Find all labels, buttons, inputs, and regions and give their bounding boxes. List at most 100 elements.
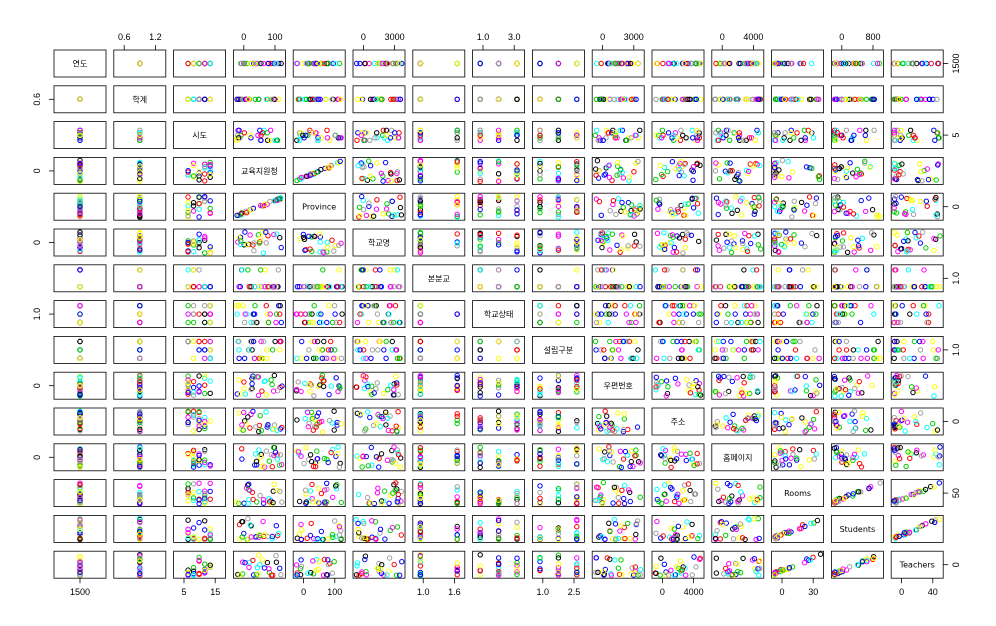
data-point (716, 338, 722, 345)
data-point (359, 96, 365, 103)
data-point (137, 531, 143, 537)
data-point (693, 338, 699, 345)
data-point (732, 303, 738, 309)
data-point (836, 338, 842, 345)
data-point (618, 167, 624, 173)
data-point (714, 311, 720, 317)
data-point (514, 385, 520, 391)
data-point (666, 311, 672, 317)
data-point (537, 500, 543, 507)
data-point (724, 160, 730, 166)
data-point (909, 284, 915, 290)
data-point (237, 391, 244, 397)
panel-11-14 (890, 443, 944, 472)
data-point (813, 96, 819, 103)
data-point (454, 447, 460, 453)
data-point (477, 137, 483, 144)
data-point (196, 169, 202, 175)
data-point (196, 488, 202, 495)
data-point (495, 132, 502, 139)
data-point (574, 500, 580, 507)
data-point (857, 127, 863, 134)
data-point (904, 229, 911, 236)
data-point (598, 347, 604, 353)
data-point (787, 137, 793, 144)
data-point (385, 387, 391, 393)
data-point (836, 453, 843, 460)
data-point (730, 411, 736, 417)
data-point (680, 250, 686, 256)
data-point (735, 347, 742, 353)
data-point (207, 311, 213, 317)
data-point (321, 487, 328, 493)
data-point (336, 242, 342, 248)
data-point (514, 197, 520, 204)
data-point (871, 96, 877, 103)
data-point (695, 347, 701, 353)
data-point (772, 376, 778, 382)
data-point (896, 172, 902, 178)
data-point (357, 60, 363, 67)
data-point (555, 127, 562, 134)
data-point (857, 319, 864, 326)
data-point (477, 267, 483, 273)
data-point (892, 267, 899, 273)
data-point (933, 212, 939, 218)
data-point (359, 175, 365, 182)
data-point (676, 172, 682, 179)
data-point (495, 130, 502, 136)
data-point (537, 160, 543, 167)
data-point (185, 319, 191, 326)
data-point (202, 518, 208, 524)
data-point (626, 319, 632, 326)
data-point (597, 137, 603, 144)
data-point (744, 319, 750, 326)
data-point (609, 284, 616, 290)
data-point (190, 489, 197, 496)
data-point (870, 347, 877, 353)
data-point (314, 413, 320, 419)
data-point (713, 319, 719, 326)
data-point (891, 205, 897, 211)
data-point (495, 171, 502, 177)
data-point (196, 267, 202, 273)
data-point (613, 484, 620, 491)
data-point (454, 494, 460, 500)
data-point (207, 390, 213, 396)
data-point (303, 499, 310, 505)
data-point (454, 240, 460, 246)
data-point (246, 481, 252, 487)
data-point (926, 96, 932, 103)
data-point (789, 416, 795, 422)
data-point (777, 355, 784, 361)
data-point (855, 447, 861, 453)
data-point (514, 96, 520, 103)
data-point (395, 409, 401, 415)
data-point (612, 487, 619, 493)
data-point (360, 207, 367, 213)
data-point (202, 500, 208, 507)
data-point (604, 459, 611, 465)
data-point (369, 462, 375, 468)
data-point (202, 457, 208, 463)
data-point (734, 207, 740, 214)
data-point (574, 165, 580, 172)
data-point (477, 347, 483, 353)
data-point (196, 497, 202, 503)
data-point (454, 164, 460, 171)
data-point (263, 96, 270, 103)
data-point (477, 491, 483, 497)
data-point (207, 284, 213, 290)
data-point (254, 499, 260, 505)
panel-2-7 (472, 121, 526, 149)
data-point (718, 132, 725, 139)
panel-1-7 (472, 85, 526, 114)
data-point (658, 135, 665, 141)
data-point (612, 60, 618, 67)
data-point (380, 127, 386, 134)
data-point (268, 452, 274, 458)
data-point (574, 389, 580, 395)
data-point (265, 422, 271, 428)
data-point (601, 456, 607, 462)
data-point (863, 427, 869, 434)
